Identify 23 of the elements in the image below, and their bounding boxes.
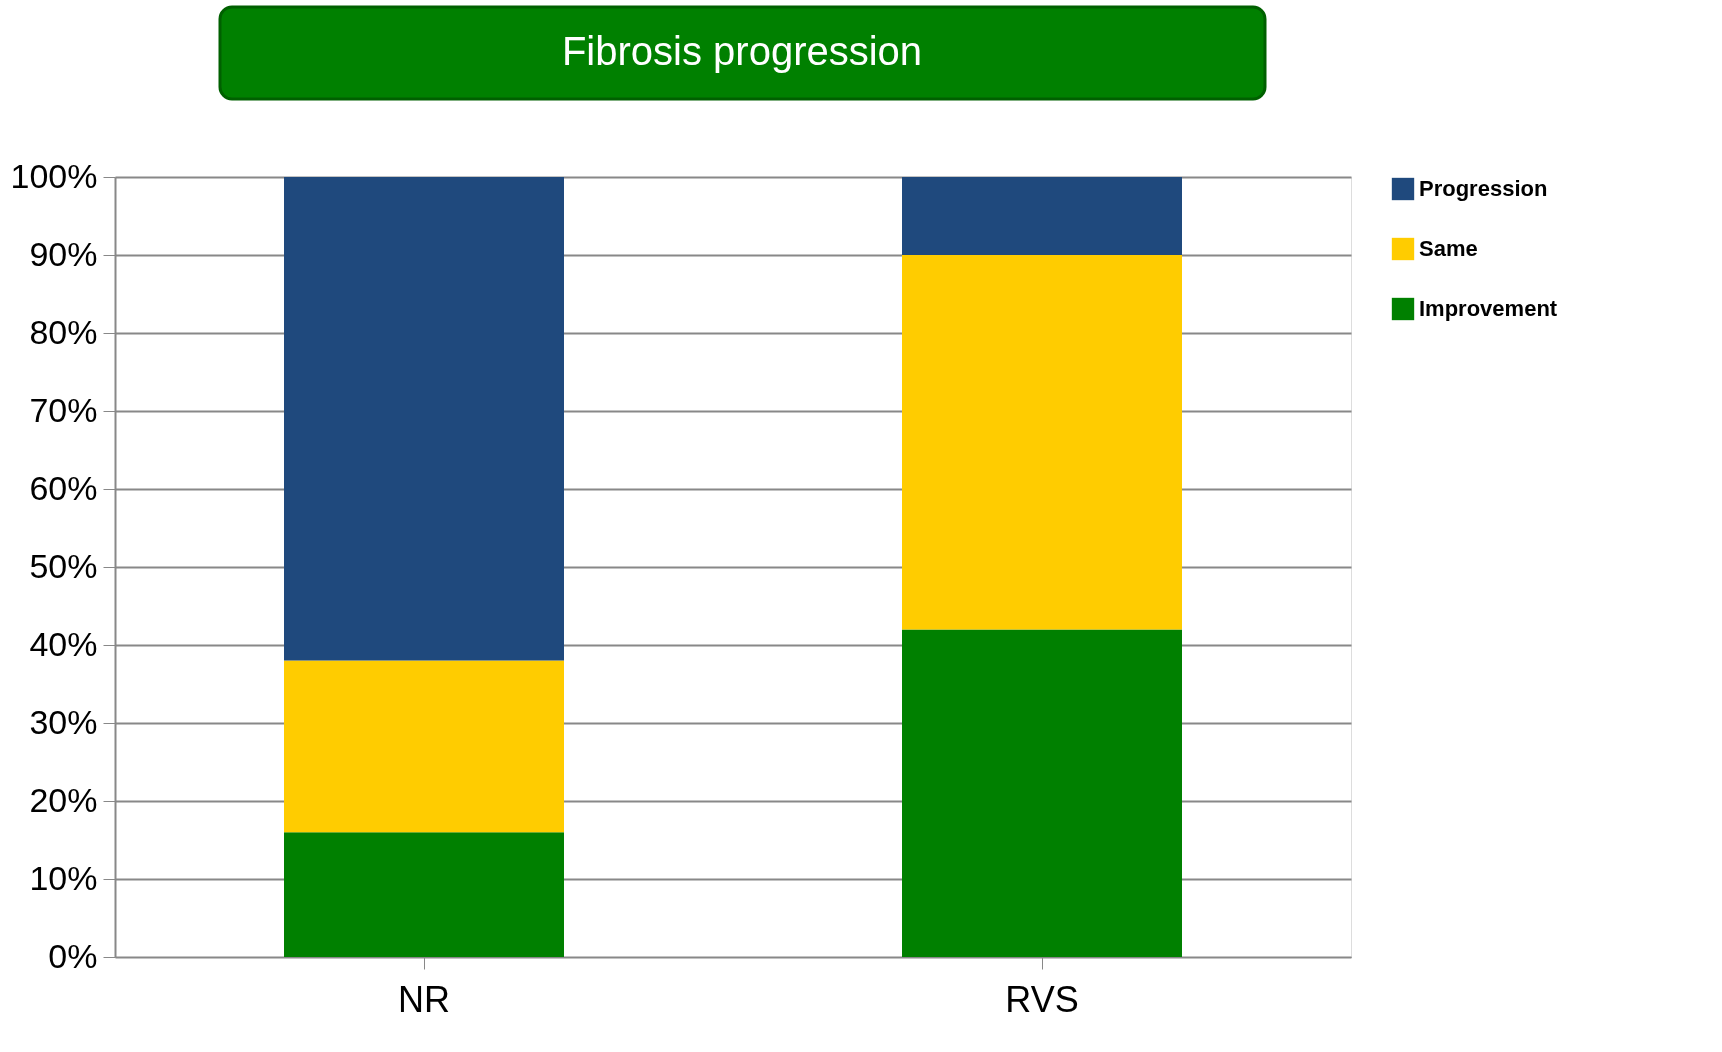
bar bbox=[902, 177, 1182, 255]
y-tick-label: 100% bbox=[10, 156, 98, 195]
bar bbox=[902, 255, 1182, 630]
y-tick-label: 30% bbox=[29, 702, 98, 741]
x-tick-label: RVS bbox=[1005, 978, 1079, 1020]
y-tick-label: 90% bbox=[29, 234, 98, 273]
bar bbox=[284, 660, 564, 833]
bar bbox=[284, 832, 564, 957]
y-tick-label: 10% bbox=[29, 858, 98, 897]
y-tick-label: 40% bbox=[29, 624, 98, 663]
legend-label: Same bbox=[1419, 236, 1478, 261]
bar bbox=[284, 177, 564, 661]
y-tick-label: 80% bbox=[29, 312, 98, 351]
y-tick-label: 70% bbox=[29, 390, 98, 429]
legend-label: Progression bbox=[1419, 176, 1548, 201]
x-tick-label: NR bbox=[398, 978, 450, 1020]
chart-title: Fibrosis progression bbox=[561, 29, 923, 73]
y-tick-label: 20% bbox=[29, 780, 98, 819]
legend-label: Improvement bbox=[1419, 296, 1558, 321]
y-tick-label: 0% bbox=[48, 936, 98, 975]
y-tick-label: 50% bbox=[29, 546, 98, 585]
bar bbox=[902, 629, 1182, 957]
y-tick-label: 60% bbox=[29, 468, 98, 507]
